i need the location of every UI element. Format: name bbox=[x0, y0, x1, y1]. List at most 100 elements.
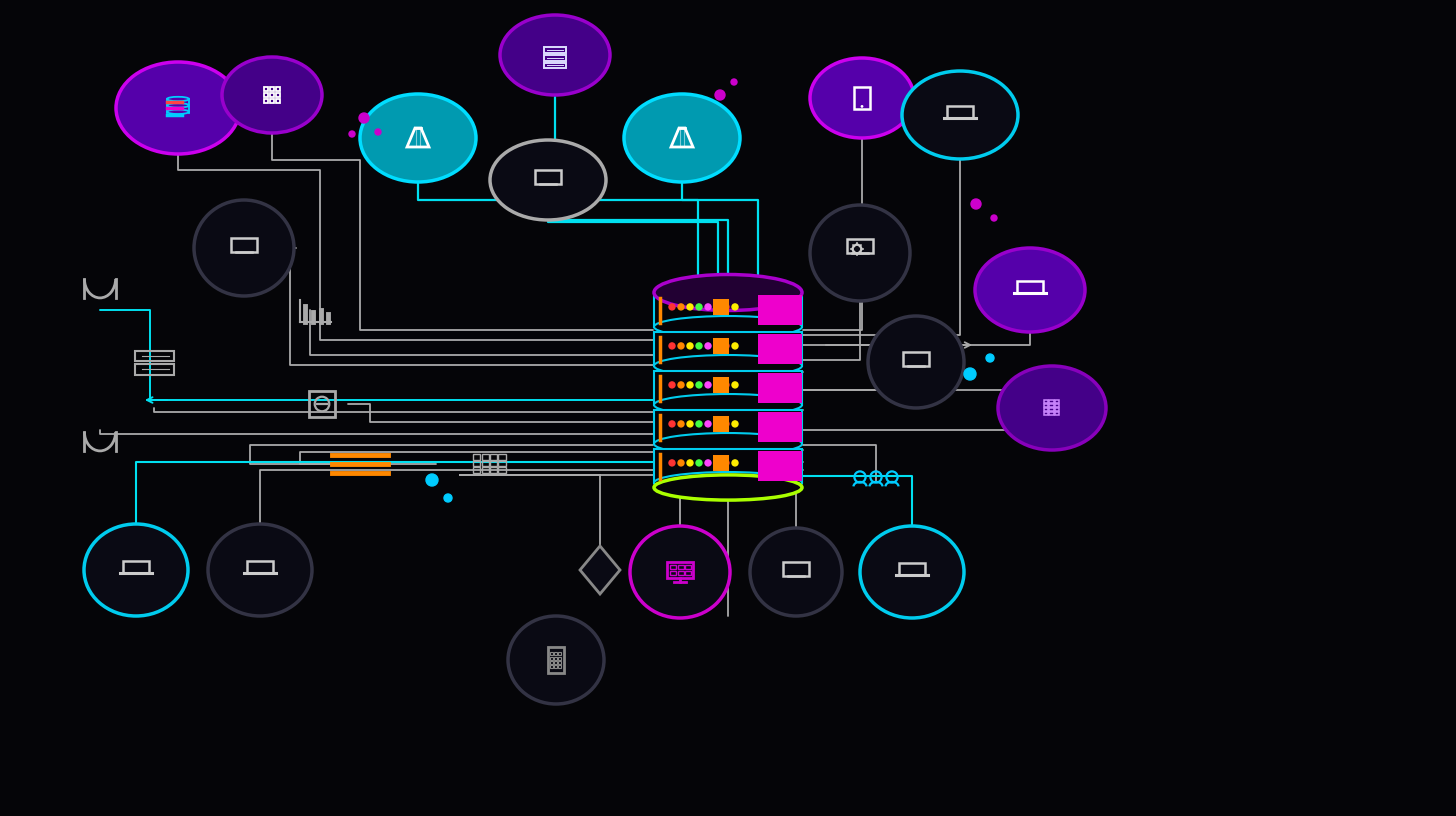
Circle shape bbox=[678, 421, 684, 427]
Circle shape bbox=[696, 382, 702, 388]
Bar bbox=[559, 665, 562, 668]
Ellipse shape bbox=[84, 524, 188, 616]
Bar bbox=[1054, 404, 1059, 407]
Bar bbox=[555, 657, 558, 659]
Circle shape bbox=[687, 421, 693, 427]
Bar bbox=[545, 63, 566, 69]
Bar bbox=[946, 106, 973, 118]
Circle shape bbox=[971, 199, 981, 209]
Bar bbox=[1044, 400, 1048, 403]
Circle shape bbox=[427, 474, 438, 486]
Bar bbox=[248, 561, 274, 573]
Ellipse shape bbox=[860, 526, 964, 618]
Ellipse shape bbox=[810, 205, 910, 301]
Bar bbox=[1044, 408, 1048, 411]
Bar bbox=[269, 86, 274, 91]
Circle shape bbox=[713, 382, 721, 388]
Bar bbox=[269, 99, 274, 104]
Ellipse shape bbox=[868, 316, 964, 408]
Bar bbox=[1054, 412, 1059, 415]
Bar bbox=[555, 665, 558, 668]
Circle shape bbox=[732, 460, 738, 466]
Circle shape bbox=[731, 79, 737, 85]
Ellipse shape bbox=[810, 58, 914, 138]
Bar bbox=[559, 653, 562, 655]
Bar bbox=[473, 461, 480, 466]
Bar bbox=[482, 468, 489, 473]
Bar bbox=[764, 292, 799, 312]
Circle shape bbox=[668, 460, 676, 466]
Circle shape bbox=[668, 421, 676, 427]
Bar bbox=[713, 455, 729, 472]
Ellipse shape bbox=[654, 394, 802, 415]
Bar bbox=[547, 647, 565, 673]
Bar bbox=[713, 416, 729, 432]
Bar bbox=[534, 170, 561, 184]
Circle shape bbox=[992, 215, 997, 221]
Bar bbox=[713, 339, 729, 354]
Bar bbox=[264, 86, 268, 91]
Ellipse shape bbox=[508, 616, 604, 704]
Bar bbox=[735, 478, 745, 492]
Bar bbox=[491, 468, 496, 473]
Circle shape bbox=[705, 343, 711, 349]
Bar bbox=[654, 331, 802, 366]
Bar bbox=[757, 295, 802, 325]
Ellipse shape bbox=[654, 316, 802, 338]
Bar bbox=[1050, 404, 1054, 407]
Bar bbox=[309, 391, 335, 417]
Circle shape bbox=[740, 470, 748, 478]
Circle shape bbox=[687, 343, 693, 349]
Ellipse shape bbox=[116, 62, 240, 154]
Bar bbox=[713, 377, 729, 393]
Bar bbox=[134, 351, 173, 361]
Circle shape bbox=[668, 304, 676, 310]
Circle shape bbox=[732, 382, 738, 388]
Circle shape bbox=[713, 343, 721, 349]
Bar bbox=[757, 372, 802, 403]
Bar bbox=[686, 565, 692, 569]
Bar bbox=[670, 565, 676, 569]
Circle shape bbox=[678, 343, 684, 349]
Polygon shape bbox=[579, 546, 620, 594]
Bar bbox=[898, 563, 925, 574]
Bar bbox=[855, 87, 869, 109]
Bar bbox=[654, 449, 802, 483]
Circle shape bbox=[986, 354, 994, 362]
Bar bbox=[1044, 404, 1048, 407]
Bar bbox=[713, 299, 729, 315]
Circle shape bbox=[722, 456, 734, 468]
Bar bbox=[232, 238, 258, 252]
Circle shape bbox=[376, 129, 381, 135]
Circle shape bbox=[860, 105, 863, 108]
Circle shape bbox=[696, 421, 702, 427]
Bar bbox=[275, 92, 281, 97]
Circle shape bbox=[696, 343, 702, 349]
Bar bbox=[654, 370, 802, 405]
Circle shape bbox=[724, 421, 729, 427]
Circle shape bbox=[713, 304, 721, 310]
Bar bbox=[1054, 400, 1059, 403]
Bar bbox=[783, 562, 810, 576]
Circle shape bbox=[668, 382, 676, 388]
Bar bbox=[559, 657, 562, 659]
Bar bbox=[275, 99, 281, 104]
Ellipse shape bbox=[625, 94, 740, 182]
Ellipse shape bbox=[750, 528, 842, 616]
Bar bbox=[550, 657, 553, 659]
Bar bbox=[550, 665, 553, 668]
Bar bbox=[491, 454, 496, 459]
Circle shape bbox=[687, 304, 693, 310]
Circle shape bbox=[705, 304, 711, 310]
Bar bbox=[555, 661, 558, 663]
Bar bbox=[677, 565, 684, 569]
Bar bbox=[545, 47, 566, 53]
Bar bbox=[1054, 408, 1059, 411]
Circle shape bbox=[696, 304, 702, 310]
Bar bbox=[1050, 412, 1054, 415]
Bar bbox=[1050, 400, 1054, 403]
Bar bbox=[670, 570, 676, 574]
Bar bbox=[550, 653, 553, 655]
Bar bbox=[555, 653, 558, 655]
Ellipse shape bbox=[654, 355, 802, 377]
